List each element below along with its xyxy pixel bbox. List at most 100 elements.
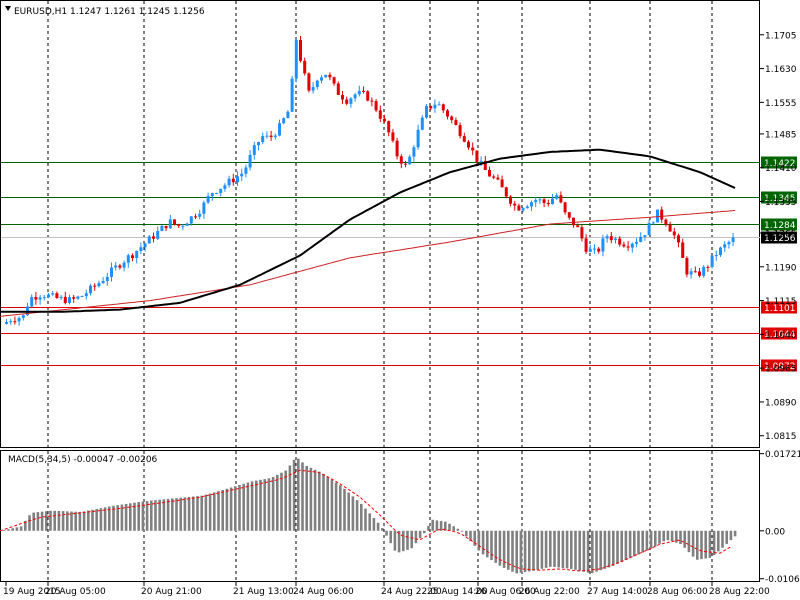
x-tick-label: 28 Aug 22:00 xyxy=(709,587,770,597)
candle-body xyxy=(97,283,101,287)
candle-body xyxy=(542,199,546,203)
level-label: 1.1345 xyxy=(764,194,796,204)
collapse-triangle-icon[interactable] xyxy=(5,6,11,11)
candle-body xyxy=(118,265,122,268)
candle-body xyxy=(672,231,676,236)
candle-body xyxy=(244,167,248,174)
candle-body xyxy=(626,246,630,248)
candle-body xyxy=(89,285,92,294)
macd-bar xyxy=(171,498,174,531)
price-axis: 1.1705 1.1630 1.1555 1.1485 1.1410 1.1335 1.12… xyxy=(760,31,797,442)
macd-bar xyxy=(649,530,653,549)
candle-body xyxy=(370,100,374,102)
candle-body xyxy=(710,255,714,267)
candle-body xyxy=(458,125,462,137)
macd-bar xyxy=(330,479,334,531)
macd-bar xyxy=(99,508,103,531)
macd-bar xyxy=(683,530,686,548)
x-tick-label: 26 Aug 22:00 xyxy=(519,587,580,597)
macd-bar xyxy=(612,530,615,566)
candle-body xyxy=(521,208,525,211)
candle-body xyxy=(177,224,181,226)
macd-bar xyxy=(154,500,157,531)
macd-bar xyxy=(406,530,409,550)
macd-bar xyxy=(45,511,48,531)
macd-bar xyxy=(460,530,464,532)
candle-body xyxy=(30,297,34,307)
candle-body xyxy=(324,74,328,78)
level-label: 1.0972 xyxy=(764,362,796,372)
candle-body xyxy=(257,142,260,146)
macd-bar xyxy=(733,530,737,537)
candle-body xyxy=(135,250,139,259)
macd-bar xyxy=(322,473,325,531)
y-tick-label: 1.1115 xyxy=(765,297,797,307)
macd-bar xyxy=(234,486,237,531)
macd-bar xyxy=(36,512,40,531)
macd-bar xyxy=(717,530,720,552)
macd-bar xyxy=(49,510,52,531)
macd-bar xyxy=(78,511,82,531)
candle-body xyxy=(635,241,638,244)
macd-bar xyxy=(284,470,287,531)
candle-body xyxy=(588,248,592,252)
macd-bar xyxy=(196,496,199,531)
macd-bar xyxy=(410,530,413,549)
macd-axis: 0.01721 0.00 -0.01069 xyxy=(760,450,800,585)
macd-bar xyxy=(355,500,359,531)
level-label-box xyxy=(761,327,797,340)
candle-body xyxy=(147,236,151,244)
macd-bar xyxy=(397,530,401,553)
macd-bar xyxy=(498,530,502,566)
macd-bar xyxy=(339,485,342,531)
macd-bar xyxy=(145,501,149,531)
macd-bar xyxy=(91,509,94,531)
macd-bar xyxy=(271,476,275,531)
candle-body xyxy=(441,104,445,111)
candle-body xyxy=(76,296,80,299)
macd-bar xyxy=(158,499,161,531)
candle-body xyxy=(551,198,554,205)
candle-body xyxy=(282,118,286,124)
macd-bar xyxy=(7,529,10,531)
candle-body xyxy=(219,188,223,194)
macd-bar xyxy=(473,530,476,546)
candle-body xyxy=(601,238,605,252)
macd-bar xyxy=(137,502,140,531)
macd-bar xyxy=(66,511,69,531)
level-label: 1.1101 xyxy=(764,304,796,314)
candle-body xyxy=(576,225,580,228)
macd-bar xyxy=(435,520,439,531)
y-tick-label: 1.1410 xyxy=(765,164,797,174)
macd-bar xyxy=(15,527,19,531)
candle-body xyxy=(21,315,25,318)
macd-bar xyxy=(469,530,472,542)
level-label: 1.1044 xyxy=(764,330,796,340)
macd-bar xyxy=(108,506,111,531)
candle-body xyxy=(122,262,126,268)
candle-body xyxy=(198,213,202,217)
candle-body xyxy=(467,141,470,148)
candle-body xyxy=(727,242,731,245)
macd-bar xyxy=(540,530,544,569)
macd-bar xyxy=(229,487,233,531)
candle-body xyxy=(206,196,210,203)
macd-bar xyxy=(628,530,632,559)
candle-body xyxy=(685,257,689,275)
x-tick-label: 21 Aug 13:00 xyxy=(233,587,294,597)
macd-bar xyxy=(729,530,733,541)
candle-body xyxy=(420,117,424,130)
macd-bar xyxy=(297,458,300,531)
candle-body xyxy=(5,322,8,325)
y-tick-label: 1.1485 xyxy=(765,130,797,140)
macd-bar xyxy=(61,511,65,531)
macd-bar xyxy=(175,498,178,531)
candle-body xyxy=(105,276,109,282)
macd-bar xyxy=(343,488,346,531)
macd-bar xyxy=(124,503,128,531)
level-label-box xyxy=(761,218,797,231)
y-tick-label: 1.1190 xyxy=(765,263,797,273)
macd-bar xyxy=(721,530,724,548)
